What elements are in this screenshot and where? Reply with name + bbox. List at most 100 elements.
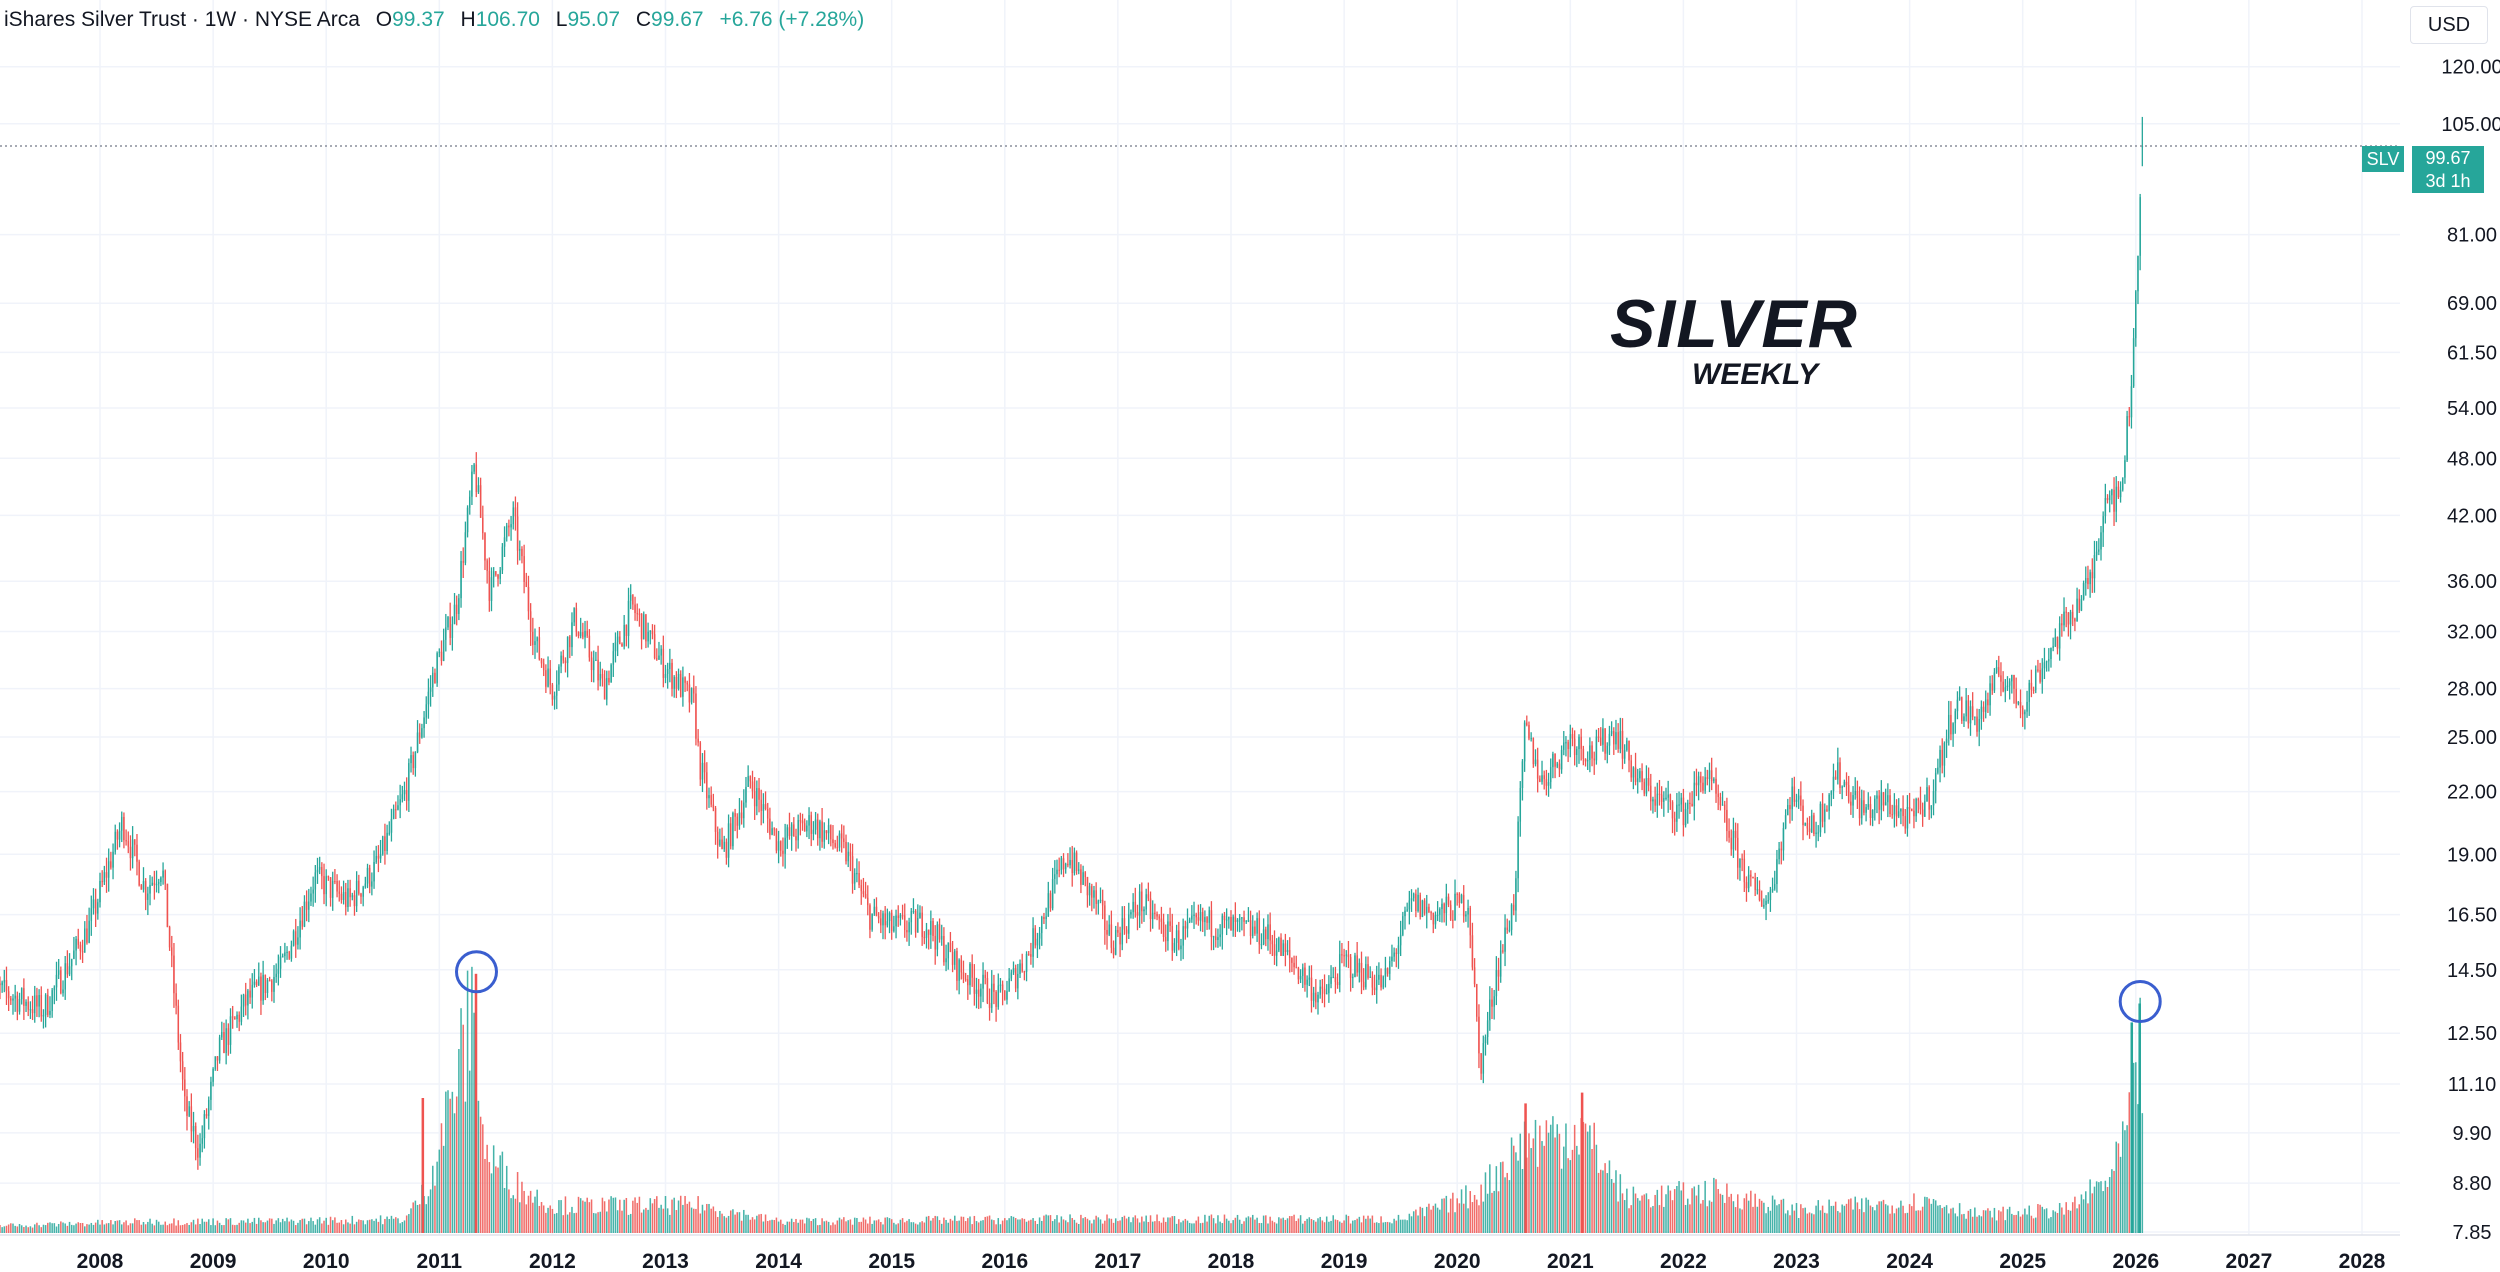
volume-bar <box>925 1216 928 1233</box>
candle-body <box>1689 802 1691 804</box>
currency-button[interactable]: USD <box>2410 6 2488 44</box>
volume-bar <box>1911 1206 1913 1233</box>
volume-bar <box>1449 1198 1452 1233</box>
candle-body <box>601 674 604 679</box>
volume-bar <box>540 1202 543 1233</box>
volume-bar <box>1602 1170 1604 1233</box>
candle-body <box>434 672 436 684</box>
volume-bar <box>725 1217 728 1233</box>
volume-bar <box>1784 1213 1787 1233</box>
volume-bar <box>1821 1205 1824 1233</box>
candle-body <box>386 832 388 851</box>
candle-body <box>1906 807 1909 829</box>
candle-body <box>1821 803 1824 822</box>
volume-bar <box>479 1116 482 1233</box>
volume-bar <box>20 1225 23 1233</box>
candle-body <box>823 830 826 842</box>
candle-body <box>2089 572 2091 585</box>
candle-body <box>175 993 177 1006</box>
candle-body <box>449 617 451 638</box>
candle-body <box>366 867 369 884</box>
candle-body <box>1067 863 1069 866</box>
volume-bar <box>666 1208 669 1233</box>
candle-body <box>475 464 478 493</box>
candle-body <box>777 841 780 851</box>
volume-bar <box>1974 1207 1976 1233</box>
candle-body <box>1684 809 1687 826</box>
candle-body <box>795 836 797 841</box>
candle-body <box>1008 978 1010 992</box>
volume-bar <box>2126 1125 2128 1233</box>
volume-bar <box>1260 1223 1263 1233</box>
volume-bar <box>1947 1213 1950 1233</box>
volume-bar <box>416 1204 419 1233</box>
candle-body <box>236 1014 238 1020</box>
candle-body <box>292 931 295 946</box>
candle-body <box>1365 964 1367 988</box>
volume-bar <box>1654 1194 1656 1233</box>
candle-body <box>747 776 749 787</box>
candle-body <box>960 959 963 973</box>
volume-bar <box>1378 1223 1380 1233</box>
candle-body <box>1663 798 1665 802</box>
candle-body <box>1715 778 1717 794</box>
candle-body <box>553 695 556 700</box>
candle-body <box>1580 736 1582 749</box>
candle-body <box>1782 828 1785 851</box>
volume-bar <box>1506 1172 1508 1233</box>
candle-body <box>925 929 928 938</box>
candle-body <box>2048 659 2050 662</box>
candle-body <box>1569 734 1572 749</box>
candle-body <box>510 524 512 528</box>
volume-bar <box>194 1224 197 1233</box>
volume-bar <box>645 1207 647 1233</box>
volume-bar <box>1545 1120 1548 1233</box>
volume-bar <box>1976 1216 1978 1233</box>
volume-bar <box>542 1205 545 1233</box>
volume-bar <box>18 1223 21 1233</box>
volume-bar <box>1928 1198 1930 1233</box>
volume-bar <box>1419 1206 1421 1233</box>
volume-bar <box>1752 1206 1754 1233</box>
volume-bar <box>207 1219 210 1233</box>
candle-body <box>1271 940 1274 945</box>
volume-bar <box>1360 1222 1363 1233</box>
candle-body <box>1121 918 1124 945</box>
volume-bar <box>1238 1219 1241 1233</box>
candle-body <box>1660 794 1663 802</box>
volume-bar <box>1195 1220 1197 1233</box>
volume-bar <box>1047 1215 1050 1233</box>
candle-body <box>788 827 791 836</box>
volume-peak-bar <box>2138 1003 2141 1233</box>
candle-body <box>432 672 434 688</box>
candle-body <box>371 881 373 887</box>
volume-bar <box>1760 1200 1763 1233</box>
volume-bar <box>664 1196 667 1233</box>
volume-bar <box>697 1196 699 1233</box>
candle-body <box>1445 896 1448 914</box>
candle-body <box>1447 896 1450 905</box>
candle-body <box>1499 950 1502 977</box>
candle-body <box>1971 706 1974 718</box>
volume-bar <box>2024 1208 2026 1233</box>
candle-body <box>177 1005 180 1043</box>
volume-bar <box>1652 1206 1654 1233</box>
candle-body <box>416 732 419 752</box>
candle-body <box>1771 888 1774 891</box>
volume-bar <box>1528 1133 1530 1233</box>
candle-body <box>986 978 989 1003</box>
volume-bar <box>867 1223 869 1233</box>
volume-bar <box>1358 1216 1361 1233</box>
volume-bar <box>719 1210 721 1233</box>
volume-bar <box>1404 1219 1406 1233</box>
x-tick-label: 2020 <box>1434 1250 1481 1272</box>
volume-bar <box>375 1218 377 1233</box>
candle-body <box>1075 852 1078 871</box>
candle-body <box>1295 967 1298 969</box>
volume-bar <box>290 1219 293 1233</box>
candle-body <box>1860 800 1863 819</box>
candle-body <box>188 1106 190 1116</box>
candle-body <box>447 617 449 628</box>
